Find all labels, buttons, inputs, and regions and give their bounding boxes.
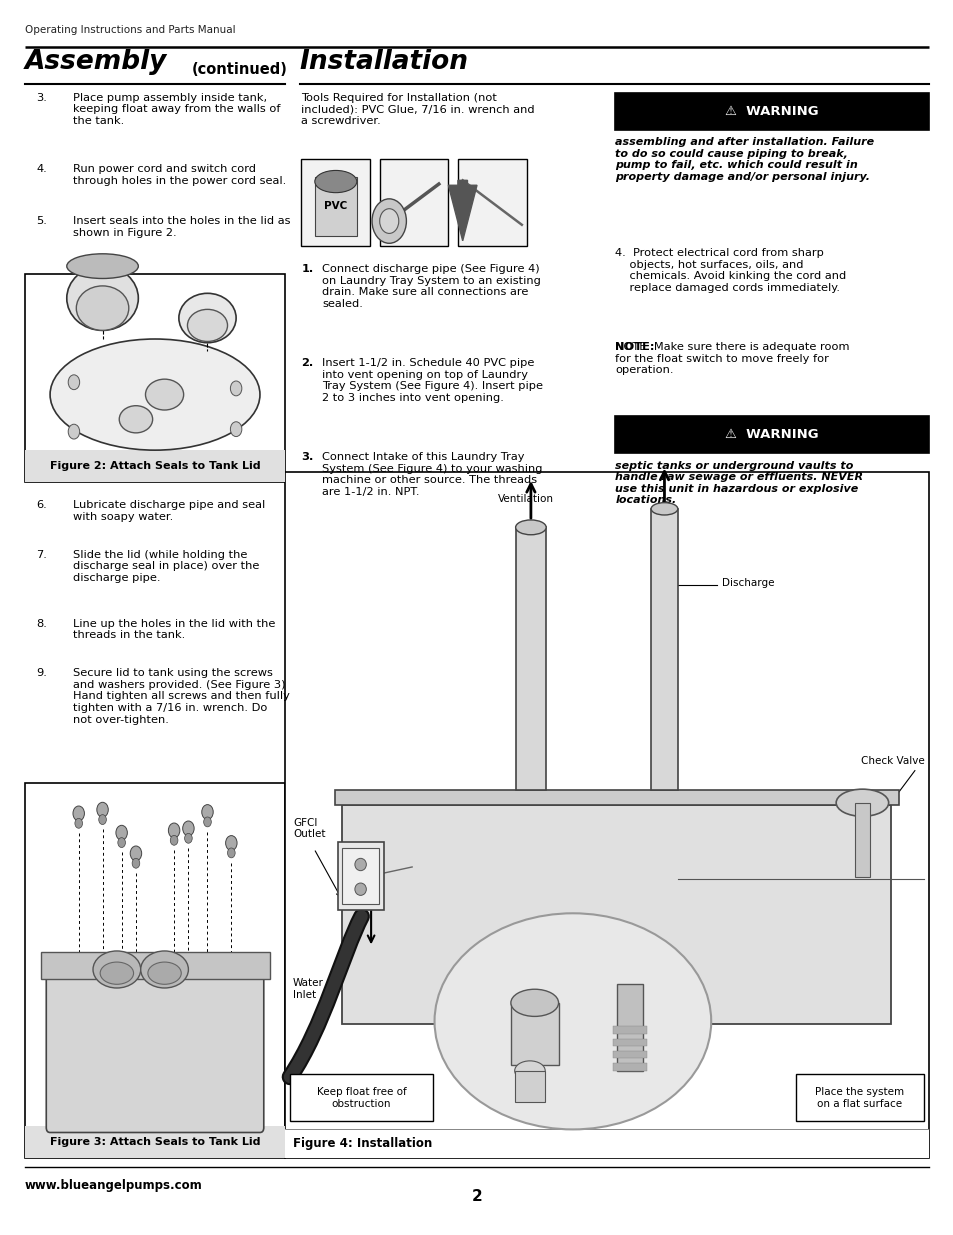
Bar	[854, 803, 869, 877]
FancyBboxPatch shape	[46, 974, 263, 1132]
Circle shape	[97, 800, 109, 815]
Text: www.blueangelpumps.com: www.blueangelpumps.com	[25, 1179, 202, 1193]
Bar	[40, 952, 269, 979]
Circle shape	[72, 836, 85, 851]
Bar	[612, 1051, 646, 1058]
Text: 7.: 7.	[36, 550, 47, 559]
Circle shape	[230, 422, 242, 437]
Circle shape	[116, 811, 128, 826]
Text: Secure lid to tank using the screws
and washers provided. (See Figure 3)
Hand ti: Secure lid to tank using the screws and …	[72, 668, 289, 725]
Ellipse shape	[67, 254, 138, 279]
Text: 6.: 6.	[36, 500, 47, 510]
Text: Figure 2: Attach Seals to Tank Lid: Figure 2: Attach Seals to Tank Lid	[50, 461, 260, 471]
Text: Place pump assembly inside tank,
keeping float away from the walls of
the tank.: Place pump assembly inside tank, keeping…	[72, 93, 280, 126]
Text: Ventilation: Ventilation	[497, 494, 554, 504]
Ellipse shape	[835, 789, 887, 816]
Ellipse shape	[141, 951, 189, 988]
Circle shape	[379, 209, 398, 233]
Circle shape	[132, 818, 139, 827]
Bar	[515, 527, 545, 790]
Text: septic tanks or underground vaults to
handle raw sewage or effluents. NEVER
use : septic tanks or underground vaults to ha…	[615, 461, 862, 505]
Text: Insert seals into the holes in the lid as
shown in Figure 2.: Insert seals into the holes in the lid a…	[72, 216, 290, 237]
Text: ⚠  WARNING: ⚠ WARNING	[724, 429, 819, 441]
Bar	[342, 848, 378, 904]
Text: Figure 4: Installation: Figure 4: Installation	[293, 1137, 432, 1150]
Text: 2: 2	[471, 1189, 482, 1204]
Text: Run power cord and switch cord
through holes in the power cord seal.: Run power cord and switch cord through h…	[72, 164, 286, 185]
Bar	[457, 159, 526, 246]
Circle shape	[168, 805, 179, 820]
Circle shape	[204, 862, 212, 872]
Ellipse shape	[92, 951, 141, 988]
Text: Discharge: Discharge	[720, 578, 774, 588]
Ellipse shape	[148, 962, 181, 984]
Circle shape	[69, 375, 79, 390]
Circle shape	[74, 848, 83, 858]
Ellipse shape	[355, 858, 366, 871]
Text: 3.: 3.	[301, 452, 314, 462]
Ellipse shape	[650, 503, 677, 515]
Text: 1.: 1.	[301, 264, 314, 274]
Text: Connect Intake of this Laundry Tray
System (See Figure 4) to your washing
machin: Connect Intake of this Laundry Tray Syst…	[322, 452, 542, 496]
Text: 8.: 8.	[36, 619, 47, 629]
Text: assembling and after installation. Failure
to do so could cause piping to break,: assembling and after installation. Failu…	[615, 137, 874, 182]
Text: Lubricate discharge pipe and seal
with soapy water.: Lubricate discharge pipe and seal with s…	[72, 500, 265, 521]
Bar	[650, 509, 677, 790]
Circle shape	[183, 834, 194, 848]
Bar	[25, 450, 285, 482]
Circle shape	[227, 858, 234, 868]
Ellipse shape	[314, 170, 356, 193]
Ellipse shape	[434, 913, 710, 1129]
Ellipse shape	[355, 883, 366, 895]
Bar	[337, 842, 383, 910]
Text: NOTE:: NOTE:	[615, 342, 654, 352]
Text: Tools Required for Installation (not
included): PVC Glue, 7/16 in. wrench and
a : Tools Required for Installation (not inc…	[301, 93, 535, 126]
FancyArrow shape	[448, 180, 476, 241]
Text: Slide the lid (while holding the
discharge seal in place) over the
discharge pip: Slide the lid (while holding the dischar…	[72, 550, 258, 583]
Circle shape	[230, 382, 242, 396]
Bar	[615, 416, 928, 453]
Bar	[342, 805, 890, 1024]
Bar	[510, 1003, 558, 1065]
Circle shape	[69, 425, 79, 440]
Ellipse shape	[146, 379, 183, 410]
Ellipse shape	[119, 405, 152, 433]
Text: 3.: 3.	[36, 93, 47, 103]
Text: Connect discharge pipe (See Figure 4)
on Laundry Tray System to an existing
drai: Connect discharge pipe (See Figure 4) on…	[322, 264, 540, 309]
Bar	[25, 274, 285, 482]
Bar	[795, 1074, 923, 1121]
Text: PVC: PVC	[324, 201, 347, 211]
Bar	[301, 159, 370, 246]
Bar	[615, 93, 928, 130]
Text: Support pump and
piping when: Support pump and piping when	[615, 95, 732, 116]
Ellipse shape	[514, 1061, 544, 1081]
Circle shape	[170, 818, 177, 827]
Text: 2.: 2.	[301, 358, 314, 368]
Text: Keep float free of
obstruction: Keep float free of obstruction	[316, 1087, 406, 1109]
Bar	[514, 1071, 544, 1102]
Text: 5.: 5.	[36, 216, 47, 226]
Text: ⚠  WARNING: ⚠ WARNING	[724, 105, 819, 117]
Text: Figure 3: Attach Seals to Tank Lid: Figure 3: Attach Seals to Tank Lid	[50, 1137, 260, 1147]
Bar	[290, 1074, 433, 1121]
Text: 4.: 4.	[36, 164, 47, 174]
Ellipse shape	[510, 989, 558, 1016]
Ellipse shape	[100, 962, 133, 984]
Text: Place the system
on a flat surface: Place the system on a flat surface	[815, 1087, 903, 1109]
Circle shape	[372, 199, 406, 243]
Ellipse shape	[50, 340, 259, 451]
Text: NOTE: Make sure there is adequate room
for the float switch to move freely for
o: NOTE: Make sure there is adequate room f…	[615, 342, 849, 375]
Bar	[314, 177, 356, 236]
Bar	[25, 1126, 285, 1158]
Ellipse shape	[67, 267, 138, 331]
Bar	[25, 783, 285, 1158]
Text: This pump is NOT
designed for use in: This pump is NOT designed for use in	[615, 419, 736, 440]
Bar	[285, 1129, 928, 1158]
Text: Check Valve: Check Valve	[860, 756, 923, 766]
Ellipse shape	[76, 287, 129, 331]
Bar	[616, 984, 642, 1071]
Bar	[612, 1039, 646, 1046]
Bar	[379, 159, 448, 246]
Ellipse shape	[178, 294, 236, 343]
Circle shape	[225, 846, 236, 861]
